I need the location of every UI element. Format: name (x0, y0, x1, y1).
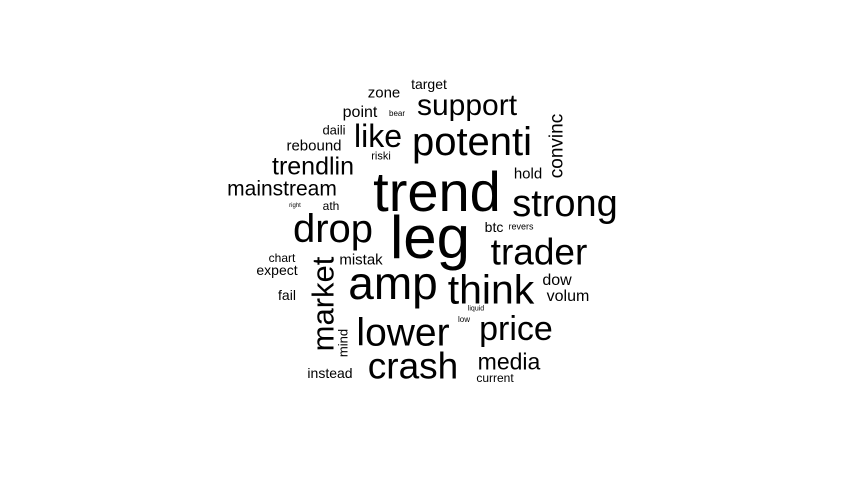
cloud-word-bear: bear (388, 109, 406, 118)
cloud-word-volum: volum (546, 288, 590, 305)
cloud-word-crash: crash (367, 345, 459, 387)
cloud-word-price: price (479, 310, 553, 348)
cloud-word-potenti: potenti (411, 120, 533, 164)
cloud-word-point: point (342, 104, 378, 121)
cloud-word-amp: amp (348, 257, 438, 309)
cloud-word-hold: hold (513, 165, 543, 183)
cloud-word-trader: trader (490, 231, 588, 273)
cloud-word-drop: drop (292, 207, 374, 251)
cloud-word-mind: mind (335, 328, 351, 358)
cloud-word-media: media (477, 348, 541, 375)
cloud-word-low: low (457, 315, 471, 324)
cloud-word-ath: ath (322, 199, 340, 213)
cloud-word-lower: lower (356, 311, 450, 355)
cloud-word-mistak: mistak (339, 251, 383, 269)
cloud-word-mainstream: mainstream (227, 177, 337, 201)
cloud-word-btc: btc (484, 219, 504, 235)
cloud-word-liquid: liquid (467, 305, 485, 313)
cloud-word-think: think (447, 266, 535, 313)
cloud-word-zone: zone (367, 84, 401, 102)
cloud-word-right: right (289, 203, 301, 209)
cloud-word-target: target (411, 76, 447, 92)
cloud-word-daili: daili (322, 122, 346, 138)
cloud-word-strong: strong (512, 183, 618, 225)
cloud-word-riski: riski (371, 150, 391, 163)
cloud-word-trendlin: trendlin (272, 152, 354, 181)
cloud-word-dow: dow (542, 272, 572, 289)
cloud-word-convinc: convinc (546, 113, 568, 179)
cloud-word-chart: chart (268, 251, 296, 265)
cloud-word-rebound: rebound (286, 137, 342, 155)
cloud-word-like: like (353, 118, 403, 154)
cloud-word-trend: trend (373, 160, 501, 223)
cloud-word-leg: leg (389, 204, 471, 271)
cloud-word-revers: revers (508, 221, 534, 232)
cloud-word-support: support (416, 89, 518, 122)
cloud-word-current: current (476, 371, 514, 385)
cloud-word-fail: fail (278, 287, 296, 303)
cloud-word-market: market (305, 256, 341, 352)
cloud-word-instead: instead (307, 365, 353, 381)
cloud-word-expect: expect (256, 262, 298, 278)
